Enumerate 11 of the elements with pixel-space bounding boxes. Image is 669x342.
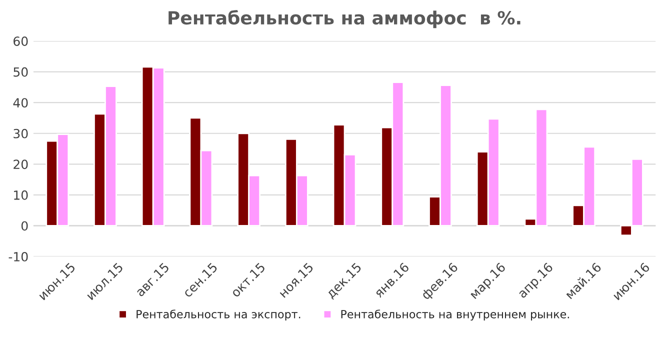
y-tick-label: 50 <box>14 67 28 77</box>
chart-title: Рентабельность на аммофос в %. <box>168 10 520 28</box>
y-tick-label: -10 <box>8 252 28 262</box>
legend-label: Рентабельность на экспорт. <box>136 310 300 321</box>
legend-label: Рентабельность на внутреннем рынке. <box>341 310 569 321</box>
y-tick-label: 20 <box>14 160 28 170</box>
y-tick-label: 10 <box>14 190 28 200</box>
y-tick-label: 60 <box>14 36 28 46</box>
y-tick-label: 30 <box>14 128 28 138</box>
y-tick-label: 40 <box>13 98 28 108</box>
y-tick-label: 0 <box>21 221 28 231</box>
